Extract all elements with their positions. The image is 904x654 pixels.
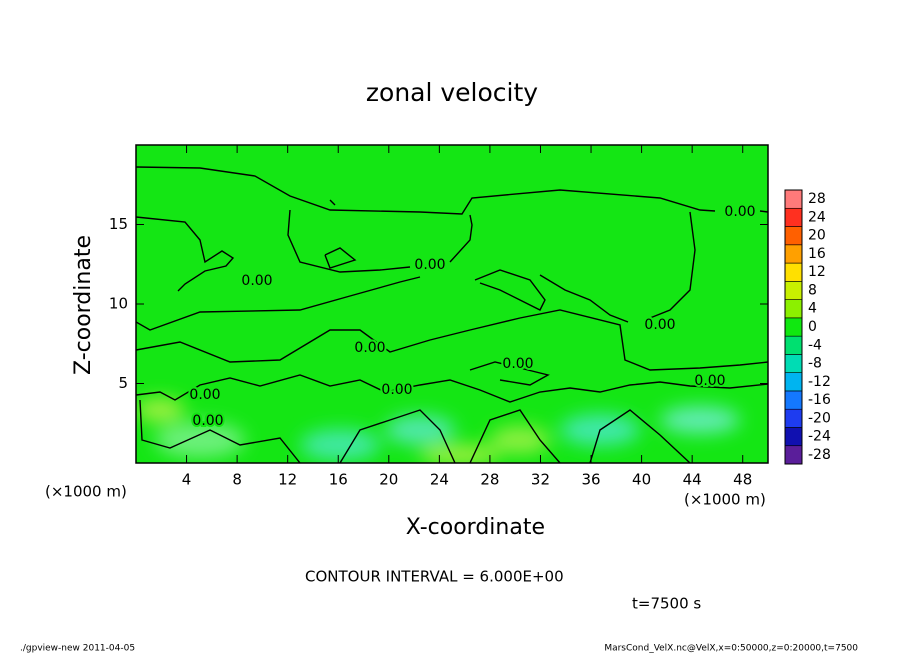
colorbar-frame: [784, 189, 803, 465]
x-tick-label: 48: [733, 471, 752, 489]
colorbar-label: -8: [808, 356, 822, 372]
colorbar-box: [784, 335, 803, 355]
colorbar-label: -20: [808, 410, 831, 426]
x-tick-label: 16: [329, 471, 348, 489]
x-tick-label: 28: [480, 471, 499, 489]
colorbar-box: [784, 226, 803, 246]
chart-title: zonal velocity: [366, 78, 538, 107]
colorbar-box: [784, 354, 803, 373]
contour-interval: CONTOUR INTERVAL = 6.000E+00: [305, 568, 564, 586]
contour-label: 0.00: [724, 204, 755, 220]
contour-line: [136, 166, 716, 215]
contour-label: 0.00: [502, 356, 533, 372]
contour-line: [449, 214, 473, 263]
contour-line: [324, 247, 357, 269]
y-units: (×1000 m): [45, 483, 127, 501]
colorbar-label: -24: [808, 429, 831, 445]
contour-label: 0.00: [189, 387, 220, 403]
contour-label: 0.00: [414, 257, 445, 273]
x-tick-label: 4: [182, 471, 192, 489]
colorbar-box: [784, 262, 803, 282]
contour-label: 0.00: [192, 413, 223, 429]
x-tick-label: 12: [278, 471, 297, 489]
contour-label: 0.00: [241, 273, 272, 289]
contour-line: [589, 409, 691, 463]
colorbar-box: [784, 317, 803, 337]
x-tick-label: 24: [430, 471, 449, 489]
colorbar-box: [784, 189, 803, 209]
contour-line: [136, 309, 768, 371]
contour-line: [136, 276, 421, 331]
field-shading: [136, 398, 740, 463]
colorbar-box: [784, 299, 803, 319]
colorbar-box: [784, 281, 803, 300]
contour-label: 0.00: [354, 340, 385, 356]
colorbar-label: -28: [808, 447, 831, 463]
y-axis-label: Z-coordinate: [71, 235, 96, 375]
x-tick-label: 40: [632, 471, 651, 489]
contour-line: [469, 361, 550, 386]
footer-left: ./gpview-new 2011-04-05: [20, 644, 135, 654]
colorbar-box: [784, 244, 803, 264]
colorbar-label: -4: [808, 337, 822, 353]
colorbar-box: [784, 408, 803, 428]
contour-label: 0.00: [381, 382, 412, 398]
x-tick-label: 8: [232, 471, 242, 489]
colorbar-box: [784, 427, 803, 447]
colorbar-label: -12: [808, 374, 831, 390]
colorbar-box: [784, 207, 803, 227]
colorbar-label: 0: [808, 319, 817, 335]
colorbar-box: [784, 390, 803, 410]
y-tick-label: 15: [109, 215, 128, 233]
contour-line: [136, 216, 235, 292]
x-tick-label: 20: [379, 471, 398, 489]
contour-line: [469, 409, 561, 463]
contour-label: 0.00: [644, 317, 675, 333]
field-background: [136, 145, 768, 463]
colorbar-label: 8: [808, 282, 817, 298]
contour-line: [474, 269, 546, 311]
colorbar-label: 12: [808, 264, 826, 280]
colorbar-label: -16: [808, 392, 831, 408]
colorbar-label: 16: [808, 246, 826, 262]
colorbar-box: [784, 372, 803, 392]
x-tick-label: 36: [581, 471, 600, 489]
contour-line: [287, 209, 411, 273]
contour-line: [329, 199, 336, 206]
contour-line: [644, 211, 696, 321]
x-tick-label: 32: [531, 471, 550, 489]
y-tick-label: 5: [118, 374, 128, 392]
x-units: (×1000 m): [684, 491, 766, 509]
time-label: t=7500 s: [632, 595, 701, 613]
contour-label: 0.00: [694, 373, 725, 389]
colorbar-box: [784, 445, 803, 465]
colorbar-label: 20: [808, 228, 826, 244]
field: [136, 145, 768, 463]
colorbar-label: 4: [808, 301, 817, 317]
footer-right: MarsCond_VelX.nc@VelX,x=0:50000,z=0:2000…: [604, 644, 858, 654]
contour-line: [139, 399, 301, 463]
contour-line: [539, 274, 629, 323]
x-tick-label: 44: [683, 471, 702, 489]
contours: 0.00 0.00 0.00 0.00 0.00 0.00 0.00 0.00 0.00 0.00: [136, 166, 768, 463]
contour-line: [759, 210, 768, 213]
x-axis-label: X-coordinate: [406, 515, 545, 540]
contour-line: [136, 374, 768, 403]
y-tick-label: 10: [109, 295, 128, 313]
colorbar-label: 24: [808, 209, 826, 225]
colorbar-label: 28: [808, 191, 826, 207]
contour-line: [339, 409, 456, 463]
